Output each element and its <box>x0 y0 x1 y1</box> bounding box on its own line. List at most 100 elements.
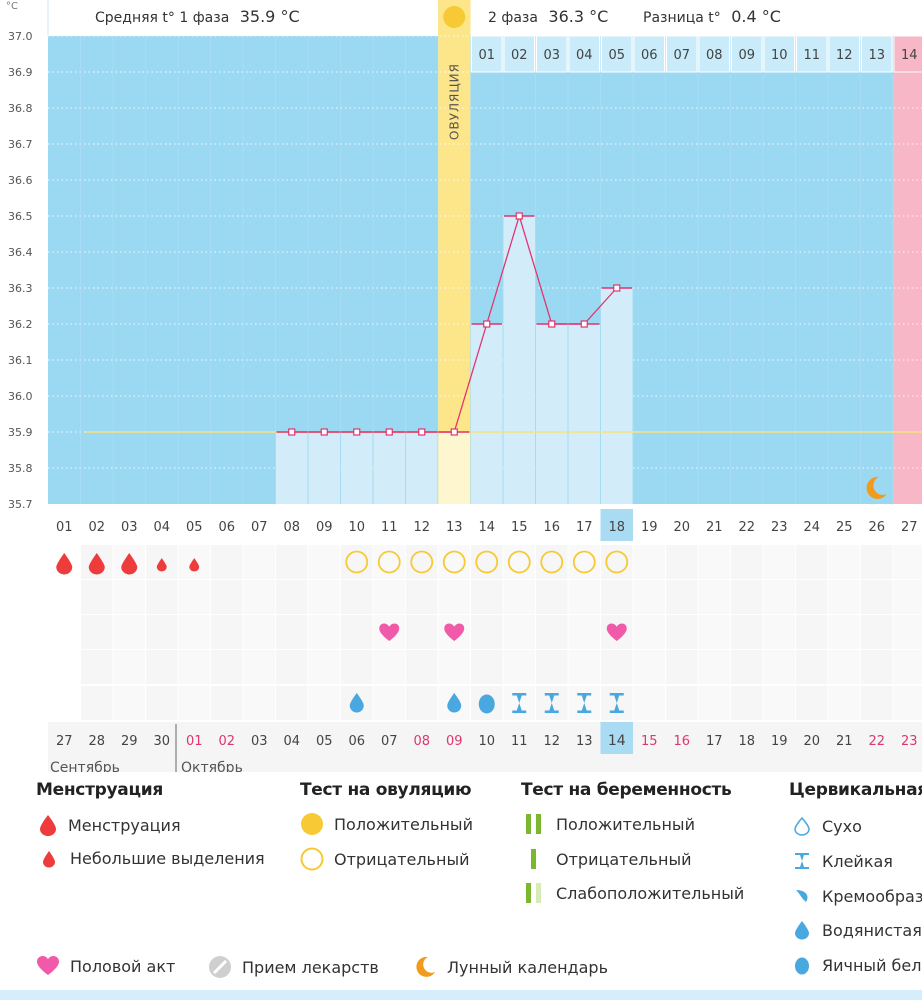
svg-text:2 фаза 36.3 °С: 2 фаза 36.3 °С <box>488 7 608 26</box>
symbol-cell <box>113 686 145 720</box>
y-tick-label: 36.3 <box>8 282 33 295</box>
symbol-cell <box>731 686 763 720</box>
date-label: 04 <box>283 734 300 749</box>
symbol-cell <box>828 650 860 684</box>
legend-ovu-negative: Отрицательный <box>300 847 469 871</box>
symbol-cell <box>666 615 698 649</box>
header-strip <box>48 0 922 36</box>
intercourse-heart-icon <box>379 623 400 641</box>
phase2-day-cell <box>763 35 795 73</box>
cycle-day-label: 05 <box>186 520 203 535</box>
phase2-day-label: 11 <box>803 48 820 63</box>
date-label: 08 <box>413 734 430 749</box>
cycle-day-label: 23 <box>771 520 788 535</box>
temperature-point <box>613 284 621 292</box>
symbol-cell <box>536 686 568 720</box>
ovulation-test-negative-icon <box>507 550 531 574</box>
symbol-cell <box>471 580 503 614</box>
symbol-cell <box>601 686 633 720</box>
symbol-cell <box>471 650 503 684</box>
symbol-cell <box>113 615 145 649</box>
symbol-cell <box>763 686 795 720</box>
ovulation-sun-icon <box>443 6 466 28</box>
svg-text:Разница t° 0.4 °С: Разница t° 0.4 °С <box>643 7 781 26</box>
temperature-bar <box>308 432 340 504</box>
date-label: 12 <box>543 734 560 749</box>
diff-value: 0.4 °С <box>731 7 781 26</box>
symbol-cell <box>601 580 633 614</box>
y-tick-label: 35.8 <box>8 462 33 475</box>
legend-cervical-creamy: Кремообраз <box>792 886 922 906</box>
cervical-sticky-icon <box>577 693 592 713</box>
phase2-day-label: 12 <box>836 48 853 63</box>
legend-preg-weak-label: Слабоположительный <box>556 883 745 903</box>
date-label: 28 <box>88 734 105 749</box>
temperature-point <box>483 320 491 328</box>
phase2-day-label: 09 <box>738 48 755 63</box>
phase2-value: 36.3 °С <box>548 7 608 26</box>
date-label: 14 <box>608 733 626 749</box>
symbol-cell <box>731 650 763 684</box>
symbol-cell <box>536 650 568 684</box>
cervical-sticky-icon <box>512 693 527 713</box>
phase2-day-label: 10 <box>771 48 788 63</box>
y-tick-label: 35.7 <box>8 498 33 511</box>
date-label: 18 <box>738 734 755 749</box>
legend-medication: Прием лекарств <box>208 955 379 979</box>
cervical-sticky-icon <box>544 693 559 713</box>
symbol-cell <box>731 545 763 579</box>
phase2-day-label: 14 <box>901 48 918 63</box>
ovulation-test-negative-icon <box>377 550 401 574</box>
date-label: 15 <box>641 734 658 749</box>
cycle-day-label: 11 <box>381 520 398 535</box>
cervical-watery-icon <box>349 693 364 713</box>
symbol-cell <box>698 545 730 579</box>
symbol-cell <box>861 580 893 614</box>
symbol-cell <box>211 580 243 614</box>
y-tick-label: 37.0 <box>8 30 33 43</box>
date-label: 07 <box>381 734 398 749</box>
legend-preg-negative-label: Отрицательный <box>556 849 692 869</box>
symbol-cell <box>178 650 210 684</box>
symbol-cell <box>243 650 275 684</box>
y-tick-label: 36.8 <box>8 102 33 115</box>
sun-filled-icon <box>301 813 323 835</box>
symbol-cell <box>341 580 373 614</box>
temperature-bar <box>601 288 633 504</box>
cycle-day-label: 25 <box>836 520 853 535</box>
cycle-day-label: 13 <box>446 520 463 535</box>
legend-cervical-dry: Сухо <box>792 816 862 836</box>
legend-ovu-positive: Положительный <box>300 812 473 836</box>
symbol-cell <box>146 686 178 720</box>
legend-cervical-sticky-label: Клейкая <box>822 851 893 871</box>
temperature-point <box>288 428 296 436</box>
next-period-background <box>893 36 922 504</box>
symbol-cell <box>146 580 178 614</box>
cycle-day-label: 24 <box>803 520 820 535</box>
temperature-point <box>548 320 556 328</box>
symbol-cell <box>243 580 275 614</box>
symbol-cell <box>373 580 405 614</box>
phase1-value: 35.9 °С <box>240 7 300 26</box>
symbol-cell <box>698 650 730 684</box>
symbol-cell <box>471 615 503 649</box>
phase2-day-pink <box>893 36 922 72</box>
symbol-cell <box>81 686 113 720</box>
ovulation-test-negative-icon <box>442 550 466 574</box>
symbol-cell <box>796 580 828 614</box>
legend-cervical-creamy-label: Кремообраз <box>822 886 922 906</box>
phase2-day-cell <box>796 35 828 73</box>
date-label: 10 <box>478 734 495 749</box>
circle-outline-icon <box>300 847 324 871</box>
symbol-cell <box>796 615 828 649</box>
date-label: 23 <box>901 734 918 749</box>
cycle-day-label: 07 <box>251 520 268 535</box>
date-label: 06 <box>348 734 365 749</box>
legend-cervical-watery: Водянистая <box>792 920 922 940</box>
symbol-cell <box>211 686 243 720</box>
temperature-bar <box>406 432 438 504</box>
cycle-day-label: 16 <box>543 520 560 535</box>
symbol-cell <box>796 650 828 684</box>
cycle-day-label: 08 <box>283 520 300 535</box>
